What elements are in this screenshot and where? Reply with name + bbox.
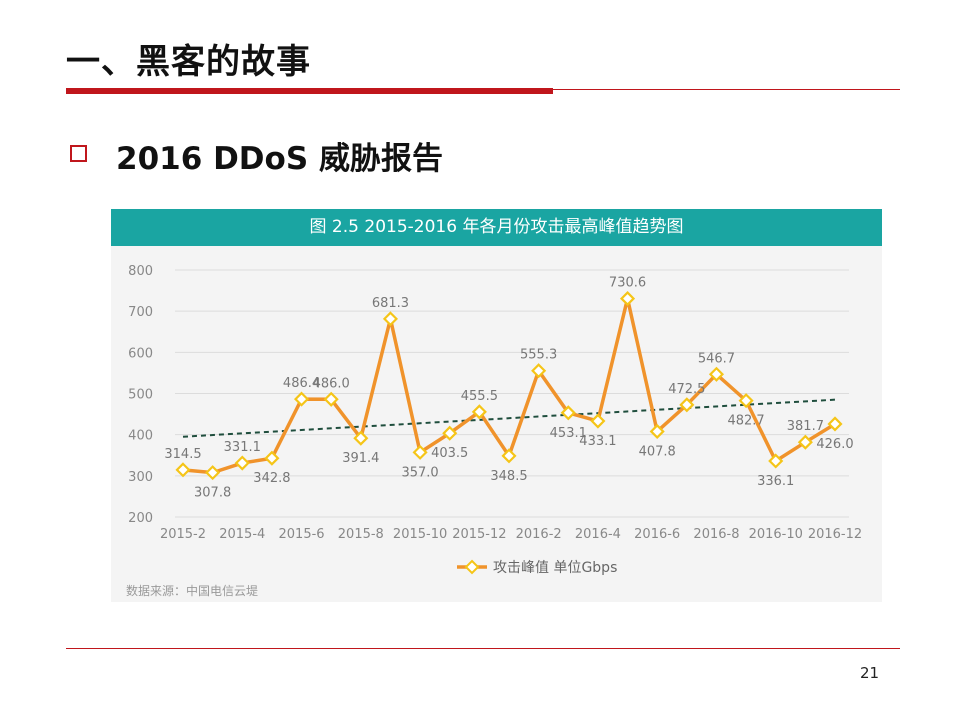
data-point-marker bbox=[708, 366, 725, 382]
data-label: 730.6 bbox=[609, 276, 646, 291]
data-point-marker bbox=[560, 405, 576, 421]
x-tick-label: 2016-4 bbox=[575, 527, 621, 542]
x-tick-label: 2015-6 bbox=[279, 527, 325, 542]
data-point-marker bbox=[768, 453, 784, 469]
y-tick-label: 600 bbox=[128, 346, 153, 361]
data-label: 357.0 bbox=[401, 465, 438, 480]
data-label: 482.7 bbox=[727, 414, 764, 429]
data-label: 453.1 bbox=[550, 426, 587, 441]
title-underline-thin bbox=[553, 89, 900, 90]
data-label: 555.3 bbox=[520, 348, 557, 363]
trend-line bbox=[182, 398, 836, 438]
x-tick-label: 2016-12 bbox=[808, 527, 862, 542]
y-tick-label: 800 bbox=[128, 264, 153, 279]
data-label: 391.4 bbox=[342, 451, 379, 466]
data-point-marker bbox=[442, 425, 458, 441]
x-tick-label: 2015-8 bbox=[338, 527, 384, 542]
y-tick-label: 400 bbox=[128, 429, 153, 444]
data-point-marker bbox=[205, 465, 221, 481]
page-number: 21 bbox=[860, 664, 880, 682]
chart-panel bbox=[111, 209, 882, 602]
data-label: 342.8 bbox=[253, 471, 290, 486]
data-label: 331.1 bbox=[224, 440, 261, 455]
data-label: 433.1 bbox=[579, 434, 616, 449]
data-label: 546.7 bbox=[698, 351, 735, 366]
x-tick-label: 2016-6 bbox=[634, 527, 680, 542]
data-label: 486.4 bbox=[283, 376, 320, 391]
data-label: 307.8 bbox=[194, 486, 231, 501]
data-point-marker bbox=[412, 444, 428, 460]
legend-label: 攻击峰值 单位Gbps bbox=[493, 560, 617, 576]
y-tick-label: 200 bbox=[128, 511, 153, 526]
data-label: 314.5 bbox=[164, 447, 201, 462]
data-point-marker bbox=[649, 423, 665, 440]
line-chart: 200 300 400 500 600 700 800 2015-2 2015-4 2015-6 2… bbox=[126, 264, 862, 598]
data-point-marker bbox=[501, 448, 517, 464]
x-tick-label: 2015-4 bbox=[219, 527, 265, 542]
x-tick-label: 2016-10 bbox=[749, 527, 803, 542]
data-point-marker bbox=[175, 462, 191, 478]
data-label: 336.1 bbox=[757, 474, 794, 489]
data-label: 381.7 bbox=[787, 419, 824, 434]
data-point-marker bbox=[234, 455, 250, 471]
y-tick-label: 700 bbox=[128, 305, 153, 320]
bullet-square-icon bbox=[70, 145, 87, 162]
data-label: 403.5 bbox=[431, 446, 468, 461]
y-tick-label: 500 bbox=[128, 388, 153, 403]
data-point-marker bbox=[590, 413, 606, 429]
x-tick-label: 2016-8 bbox=[693, 527, 739, 542]
x-tick-label: 2015-10 bbox=[393, 527, 447, 542]
data-label: 472.5 bbox=[668, 382, 705, 397]
title-underline-red bbox=[66, 88, 553, 94]
data-label: 486.0 bbox=[313, 376, 350, 391]
slide-subtitle: 2016 DDoS 威胁报告 bbox=[116, 141, 443, 177]
data-label: 348.5 bbox=[490, 469, 527, 484]
data-point-marker bbox=[264, 450, 280, 466]
legend-marker bbox=[464, 559, 480, 575]
data-point-marker bbox=[619, 291, 636, 307]
data-label: 681.3 bbox=[372, 296, 409, 311]
series-line bbox=[182, 296, 836, 475]
x-tick-label: 2015-2 bbox=[160, 527, 206, 542]
y-tick-label: 300 bbox=[128, 470, 153, 485]
x-tick-label: 2015-12 bbox=[452, 527, 506, 542]
slide-title: 一、黑客的故事 bbox=[66, 42, 311, 82]
data-point-marker bbox=[471, 404, 487, 420]
data-point-marker bbox=[353, 430, 369, 446]
footer-rule bbox=[66, 648, 900, 649]
data-label: 426.0 bbox=[816, 437, 853, 452]
data-point-marker bbox=[738, 393, 754, 409]
data-point-marker bbox=[382, 311, 399, 327]
x-tick-label: 2016-2 bbox=[516, 527, 562, 542]
data-point-marker bbox=[531, 363, 547, 379]
data-point-marker bbox=[323, 391, 339, 407]
data-label: 407.8 bbox=[639, 444, 676, 459]
source-note: 数据来源：中国电信云堤 bbox=[126, 583, 258, 598]
data-point-marker bbox=[293, 391, 310, 407]
data-point-marker bbox=[797, 434, 813, 450]
data-point-marker bbox=[827, 416, 843, 432]
data-point-marker bbox=[679, 397, 695, 413]
data-label: 455.5 bbox=[461, 389, 498, 404]
chart-title: 图 2.5 2015-2016 年各月份攻击最高峰值趋势图 bbox=[111, 209, 882, 246]
